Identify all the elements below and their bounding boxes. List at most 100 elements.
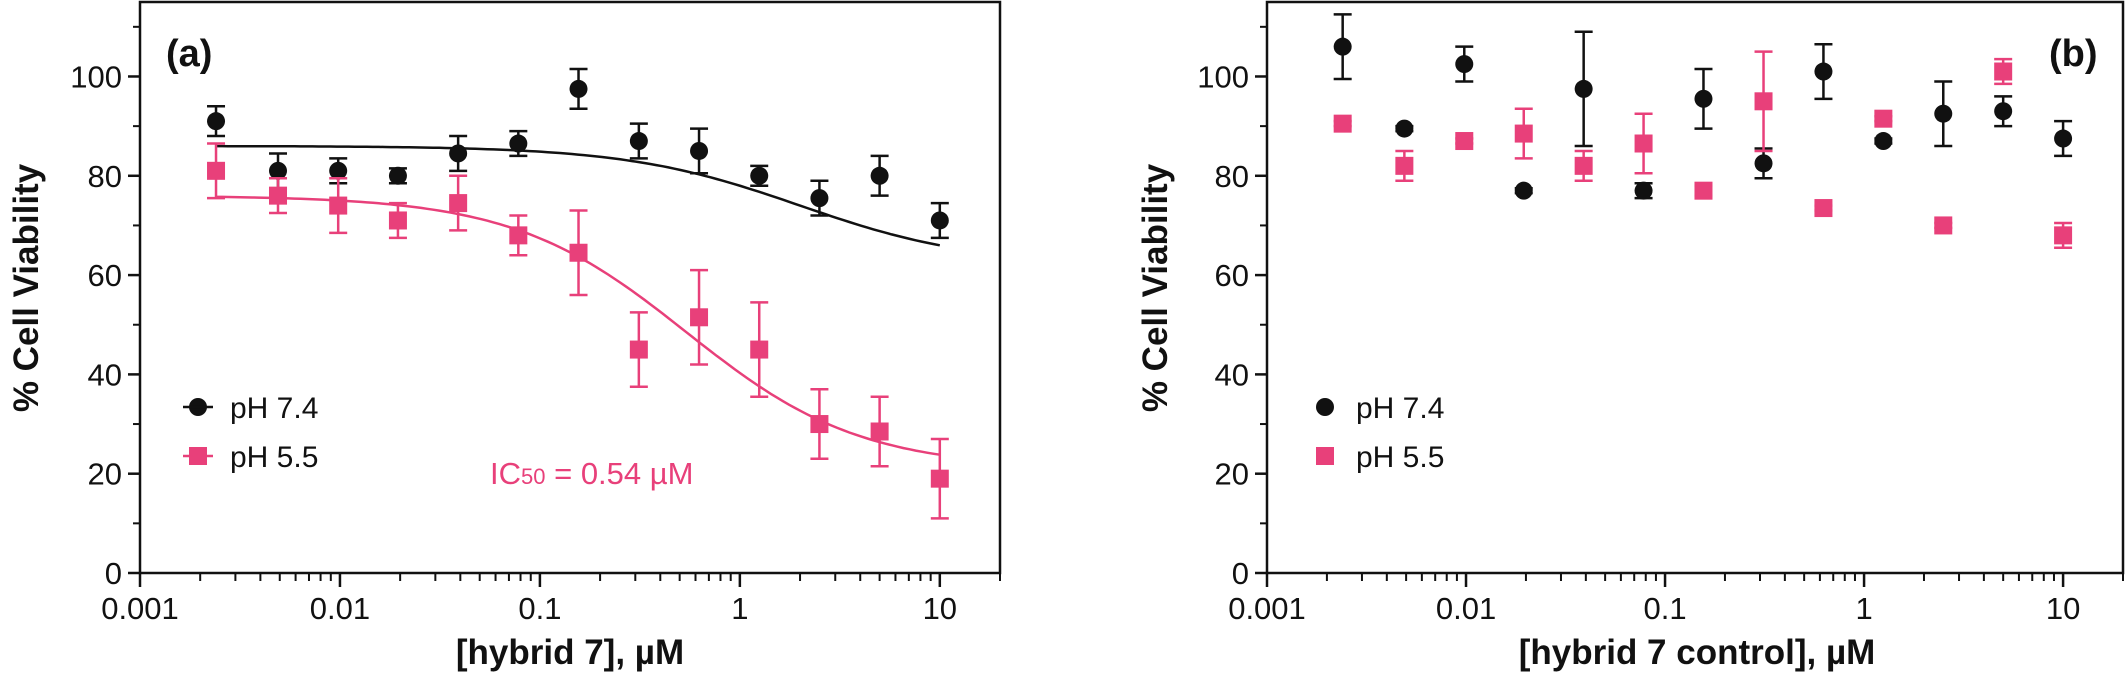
marker-square <box>1455 132 1474 151</box>
data-point <box>750 164 769 187</box>
marker-square <box>870 422 889 441</box>
marker-square <box>1634 134 1653 153</box>
y-axis-title: % Cell Viability <box>7 163 46 412</box>
data-point <box>1634 112 1653 175</box>
marker-circle <box>1634 181 1653 200</box>
marker-circle <box>207 112 226 131</box>
y-tick-label: 0 <box>1232 556 1249 591</box>
marker-square <box>1514 124 1533 143</box>
x-tick-label: 0.01 <box>310 591 370 626</box>
data-point <box>269 177 288 215</box>
data-point <box>1994 95 2013 128</box>
y-axis-ticks: 0 20 40 60 80 100 <box>70 25 140 591</box>
marker-circle <box>629 132 648 151</box>
ic50-subscript: 50 <box>521 464 545 489</box>
x-tick-label: 0.01 <box>1436 591 1496 626</box>
x-tick-label: 0.1 <box>518 591 561 626</box>
y-tick-label: 60 <box>88 258 122 293</box>
marker-square <box>2054 226 2073 245</box>
y-tick-label: 20 <box>88 457 122 492</box>
data-point <box>629 311 648 389</box>
data-point <box>1694 67 1713 130</box>
x-tick-label: 1 <box>1855 591 1872 626</box>
data-point <box>1934 216 1953 235</box>
y-tick-label: 40 <box>88 357 122 392</box>
marker-circle <box>1514 181 1533 200</box>
marker-square <box>1994 62 2013 81</box>
data-point <box>870 154 889 197</box>
data-point <box>1754 147 1773 180</box>
marker-circle <box>1874 132 1893 151</box>
ic50-prefix: IC <box>490 456 521 491</box>
marker-circle <box>1395 119 1414 138</box>
data-points <box>1333 13 2073 250</box>
marker-circle <box>569 79 588 98</box>
legend-label-ph55: pH 5.5 <box>1356 441 1444 474</box>
data-point <box>1994 57 2013 86</box>
marker-circle <box>1574 79 1593 98</box>
data-point <box>1333 114 1352 133</box>
marker-square <box>1333 114 1352 133</box>
data-point <box>207 105 226 138</box>
marker-circle <box>388 166 407 185</box>
data-point <box>1574 149 1593 182</box>
marker-circle <box>329 161 348 180</box>
data-point <box>1814 42 1833 101</box>
data-point <box>750 301 769 398</box>
y-tick-label: 20 <box>1215 457 1249 492</box>
marker-circle <box>930 211 949 230</box>
marker-square <box>810 415 829 434</box>
data-point <box>1934 80 1953 148</box>
marker-circle <box>1994 102 2013 121</box>
y-tick-label: 100 <box>1197 59 1249 94</box>
data-point <box>1333 13 1352 81</box>
data-point <box>329 177 348 235</box>
marker-circle <box>449 144 468 163</box>
y-tick-label: 0 <box>105 556 122 591</box>
marker-square <box>207 161 226 180</box>
marker-square <box>388 211 407 230</box>
data-point <box>1694 181 1713 200</box>
panel-a-chart: 0.001 0.01 0.1 1 10 0 20 40 60 80 100 (a) [hybrid… <box>7 0 1002 672</box>
data-point <box>810 179 829 217</box>
panel-b-chart: 0.001 0.01 0.1 1 10 0 20 40 60 80 100 (b) [hybrid… <box>1136 0 2125 672</box>
marker-circle <box>810 189 829 208</box>
x-axis-ticks: 0.001 0.01 0.1 1 10 <box>1228 573 2124 626</box>
data-point <box>388 201 407 240</box>
data-point <box>930 437 949 520</box>
data-point <box>870 395 889 468</box>
marker-square <box>509 226 528 245</box>
marker-circle <box>1814 62 1833 81</box>
data-point <box>569 209 588 297</box>
legend: pH 7.4 pH 5.5 <box>183 392 318 474</box>
marker-square <box>1874 109 1893 128</box>
marker-square <box>1754 92 1773 111</box>
legend-marker-circle <box>1316 398 1334 416</box>
y-tick-label: 60 <box>1215 258 1249 293</box>
x-tick-label: 1 <box>731 591 748 626</box>
data-point <box>690 127 709 175</box>
x-tick-label: 0.001 <box>1228 591 1306 626</box>
plot-frame <box>138 0 1002 575</box>
data-point <box>2054 221 2073 250</box>
marker-circle <box>690 141 709 160</box>
data-point <box>1814 199 1833 218</box>
legend: pH 7.4 pH 5.5 <box>1316 392 1444 474</box>
data-point <box>1455 45 1474 83</box>
data-point <box>690 268 709 366</box>
x-tick-label: 10 <box>2046 591 2080 626</box>
data-point <box>1395 119 1414 138</box>
x-tick-label: 0.001 <box>101 591 179 626</box>
marker-circle <box>750 166 769 185</box>
marker-square <box>329 196 348 215</box>
marker-square <box>750 340 769 359</box>
marker-square <box>1395 156 1414 175</box>
y-tick-label: 100 <box>70 59 122 94</box>
y-axis-title: % Cell Viability <box>1136 163 1175 412</box>
marker-circle <box>1754 154 1773 173</box>
data-point <box>1395 149 1414 182</box>
y-tick-label: 80 <box>1215 159 1249 194</box>
legend-marker-square <box>1316 447 1334 465</box>
data-point <box>1574 30 1593 148</box>
data-point <box>388 166 407 185</box>
